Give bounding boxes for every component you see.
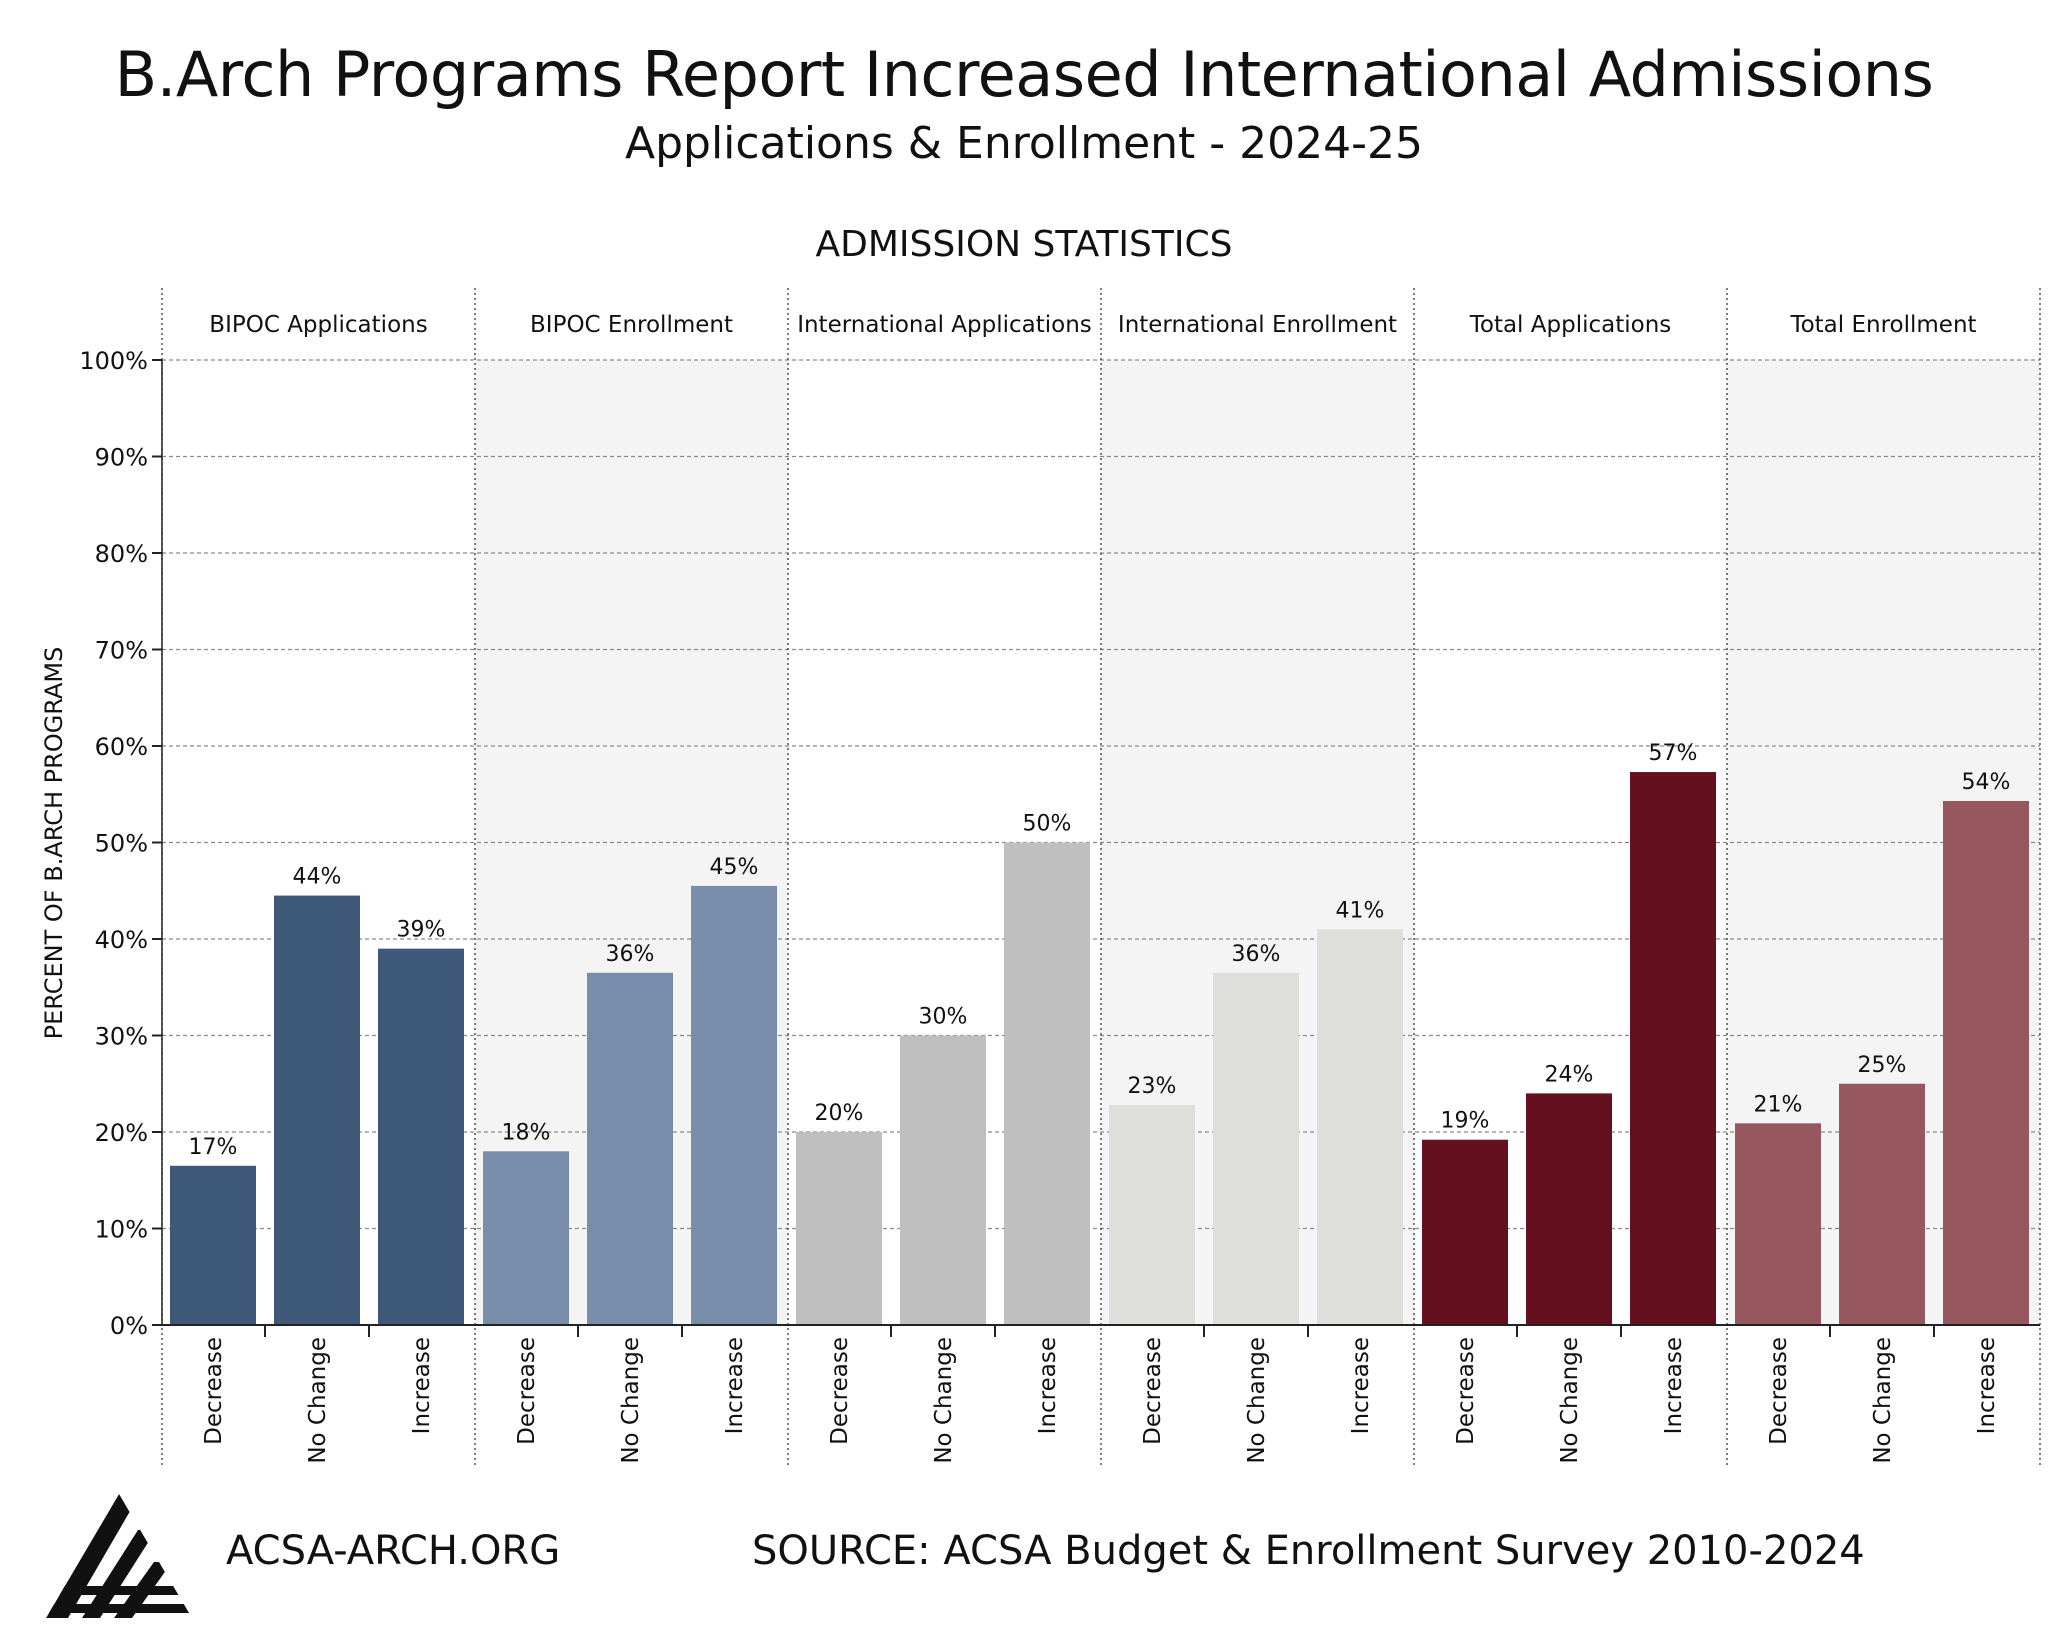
panel-header: BIPOC Applications	[209, 312, 427, 338]
bar-2-3	[691, 885, 777, 1325]
x-tick-label: Increase	[1348, 1337, 1374, 1434]
y-axis-label: PERCENT OF B.ARCH PROGRAMS	[40, 647, 68, 1040]
data-label: 36%	[606, 942, 655, 967]
y-tick-label: 100%	[79, 347, 148, 375]
bar-5-3	[1630, 772, 1716, 1325]
section-title: ADMISSION STATISTICS	[816, 224, 1233, 265]
x-tick-label: Increase	[1661, 1337, 1687, 1434]
x-tick-label: No Change	[1870, 1337, 1896, 1464]
data-label: 23%	[1128, 1074, 1177, 1099]
chart-title: B.Arch Programs Report Increased Interna…	[114, 38, 1934, 111]
x-tick-label: No Change	[1557, 1337, 1583, 1464]
chart-text: 17% 44% 39% 18% 36% 45% 20% 30% 50% 23% 36% 41% 19% 2…	[40, 312, 2010, 1464]
bar-3-3	[1004, 842, 1090, 1325]
bar-4-3	[1317, 929, 1403, 1325]
panel-header: BIPOC Enrollment	[530, 312, 733, 338]
data-label: 57%	[1649, 741, 1698, 766]
bar-6-2	[1839, 1083, 1925, 1325]
x-tick-label: Decrease	[1453, 1337, 1479, 1445]
bar-4-2	[1213, 972, 1299, 1325]
footer-website: ACSA-ARCH.ORG	[226, 1528, 561, 1574]
y-tick-label: 30%	[95, 1023, 148, 1051]
data-label: 17%	[189, 1135, 238, 1160]
data-label: 25%	[1858, 1053, 1907, 1078]
data-label: 44%	[293, 865, 342, 890]
bars	[170, 772, 2029, 1325]
data-label: 54%	[1962, 770, 2011, 795]
x-tick-label: Decrease	[201, 1337, 227, 1445]
x-tick-label: No Change	[931, 1337, 957, 1464]
bar-5-2	[1526, 1093, 1612, 1325]
data-label: 19%	[1441, 1109, 1490, 1134]
y-tick-label: 60%	[95, 733, 148, 761]
bar-2-2	[587, 972, 673, 1325]
data-label: 41%	[1336, 898, 1385, 923]
data-label: 20%	[815, 1101, 864, 1126]
data-label: 30%	[919, 1005, 968, 1030]
bar-3-2	[900, 1035, 986, 1325]
data-label: 50%	[1023, 812, 1072, 837]
x-tick-label: No Change	[1244, 1337, 1270, 1464]
data-label: 21%	[1754, 1092, 1803, 1117]
admission-statistics-chart: ADMISSION STATISTICS 17% 44% 39% 18% 36% 45% 2…	[40, 224, 2041, 1468]
x-tick-label: No Change	[618, 1337, 644, 1464]
x-tick-label: Increase	[722, 1337, 748, 1434]
bar-2-1	[483, 1151, 569, 1325]
x-tick-label: Decrease	[1766, 1337, 1792, 1445]
y-tick-label: 70%	[95, 637, 148, 665]
y-tick-label: 90%	[95, 444, 148, 472]
bar-6-3	[1943, 801, 2029, 1325]
acsa-logo-icon	[46, 1494, 192, 1618]
x-tick-label: Decrease	[514, 1337, 540, 1445]
footer-source: SOURCE: ACSA Budget & Enrollment Survey …	[752, 1528, 1865, 1574]
panel-header: International Applications	[797, 312, 1092, 338]
bar-6-1	[1735, 1123, 1821, 1325]
data-label: 36%	[1232, 942, 1281, 967]
bar-1-3	[378, 948, 464, 1325]
y-tick-label: 20%	[95, 1119, 148, 1147]
bar-1-1	[170, 1165, 256, 1325]
x-tick-label: No Change	[305, 1337, 331, 1464]
data-label: 39%	[397, 918, 446, 943]
y-tick-label: 80%	[95, 540, 148, 568]
y-tick-label: 0%	[110, 1312, 148, 1340]
x-tick-label: Decrease	[827, 1337, 853, 1445]
x-tick-label: Increase	[409, 1337, 435, 1434]
y-tick-label: 10%	[95, 1216, 148, 1244]
y-tick-label: 50%	[95, 830, 148, 858]
chart-subtitle: Applications & Enrollment - 2024-25	[625, 118, 1423, 169]
bar-5-1	[1422, 1139, 1508, 1325]
data-label: 45%	[710, 855, 759, 880]
x-tick-label: Increase	[1974, 1337, 2000, 1434]
panel-header: Total Applications	[1469, 312, 1672, 338]
x-tick-label: Decrease	[1140, 1337, 1166, 1445]
data-label: 18%	[502, 1120, 551, 1145]
bar-1-2	[274, 895, 360, 1325]
data-label: 24%	[1545, 1062, 1594, 1087]
panel-header: Total Enrollment	[1789, 312, 1976, 338]
panel-header: International Enrollment	[1118, 312, 1397, 338]
bar-3-1	[796, 1132, 882, 1325]
axes	[152, 359, 2040, 1337]
y-tick-label: 40%	[95, 926, 148, 954]
x-tick-label: Increase	[1035, 1337, 1061, 1434]
bar-4-1	[1109, 1104, 1195, 1325]
